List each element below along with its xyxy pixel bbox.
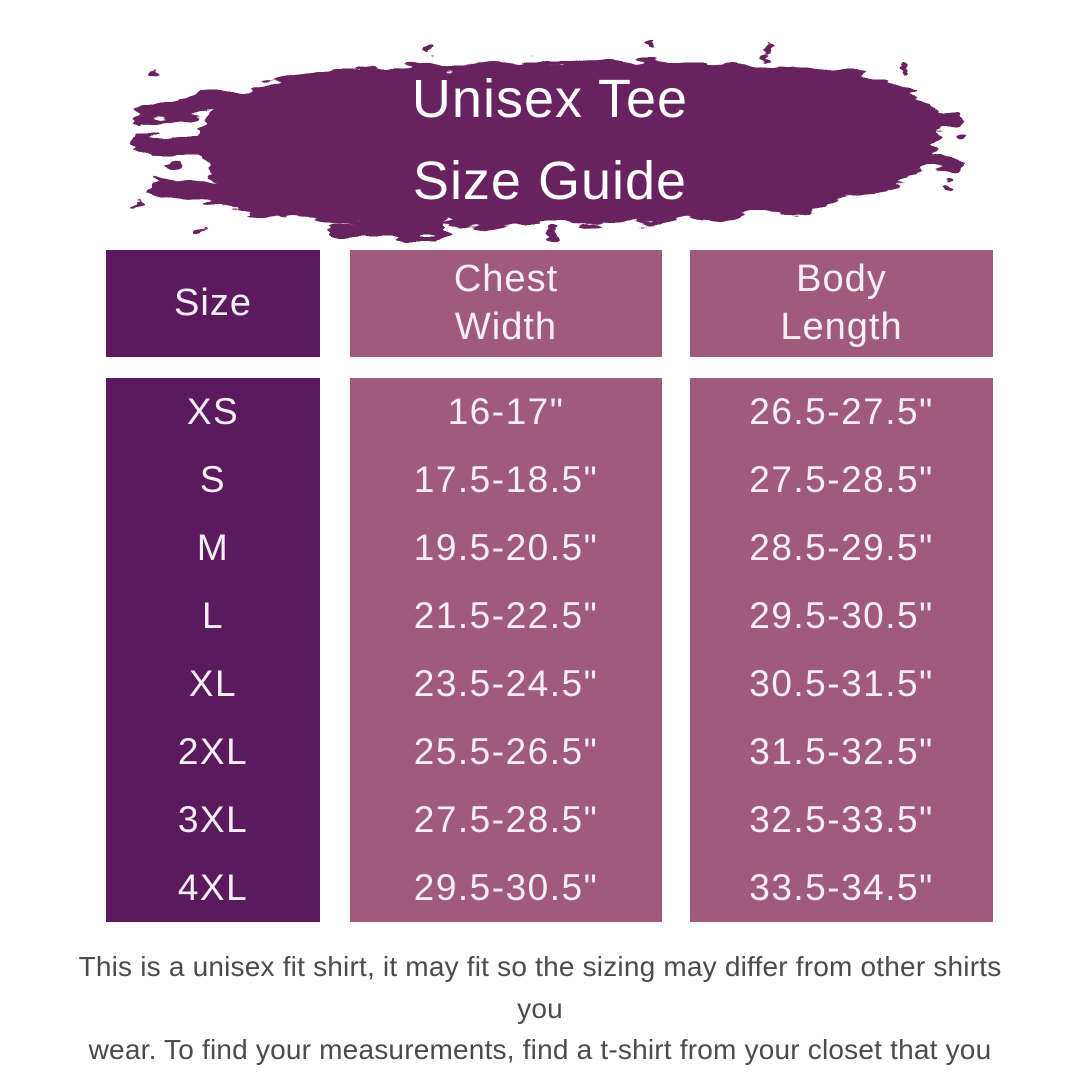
- fit-note-line: This is a unisex fit shirt, it may fit s…: [78, 951, 1002, 1024]
- chest-width-cell: 25.5-26.5": [413, 731, 599, 772]
- size-cell: XS: [186, 391, 240, 432]
- chest-width-cell: 29.5-30.5": [413, 867, 599, 908]
- size-cell: XL: [188, 663, 238, 704]
- size-cell: M: [196, 527, 230, 568]
- chest-width-cell: 17.5-18.5": [413, 459, 599, 500]
- page-title: Unisex Tee Size Guide: [130, 58, 970, 222]
- body-length-cell: 31.5-32.5": [749, 731, 934, 772]
- chest-width-cell: 16-17": [447, 391, 565, 432]
- fit-note: This is a unisex fit shirt, it may fit s…: [70, 946, 1010, 1080]
- title-line-2: Size Guide: [412, 151, 688, 211]
- chest-width-cell: 19.5-20.5": [413, 527, 599, 568]
- body-length-cell: 33.5-34.5": [749, 867, 934, 908]
- chest-width-cell: 23.5-24.5": [413, 663, 599, 704]
- body-length-column: 26.5-27.5" 27.5-28.5" 28.5-29.5" 29.5-30…: [690, 378, 993, 922]
- chest-width-cell: 21.5-22.5": [413, 595, 599, 636]
- title-line-1: Unisex Tee: [411, 69, 689, 129]
- size-column: XS S M L XL 2XL 3XL 4XL: [106, 378, 320, 922]
- chest-width-column-header: Chest Width: [350, 250, 662, 357]
- size-cell: 4XL: [177, 867, 249, 908]
- chest-width-cell: 27.5-28.5": [413, 799, 599, 840]
- size-column-header: Size: [106, 250, 320, 357]
- brush-stroke-icon: [130, 40, 963, 239]
- size-cell: 2XL: [177, 731, 249, 772]
- body-length-column-header: Body Length: [690, 250, 993, 357]
- body-length-cell: 28.5-29.5": [749, 527, 934, 568]
- brush-stroke-banner: [128, 26, 972, 246]
- size-cell: S: [199, 459, 227, 500]
- size-cell: 3XL: [177, 799, 249, 840]
- chest-width-header-label: Chest Width: [453, 257, 559, 348]
- body-length-cell: 26.5-27.5": [749, 391, 934, 432]
- body-length-cell: 30.5-31.5": [749, 663, 934, 704]
- chest-width-column: 16-17" 17.5-18.5" 19.5-20.5" 21.5-22.5" …: [350, 378, 662, 922]
- body-length-cell: 27.5-28.5": [749, 459, 934, 500]
- fit-note-line: wear. To find your measurements, find a …: [88, 1034, 992, 1080]
- size-header-label: Size: [174, 281, 252, 324]
- body-length-cell: 29.5-30.5": [749, 595, 934, 636]
- body-length-cell: 32.5-33.5": [749, 799, 934, 840]
- body-length-header-label: Body Length: [780, 257, 903, 348]
- size-cell: L: [201, 595, 225, 636]
